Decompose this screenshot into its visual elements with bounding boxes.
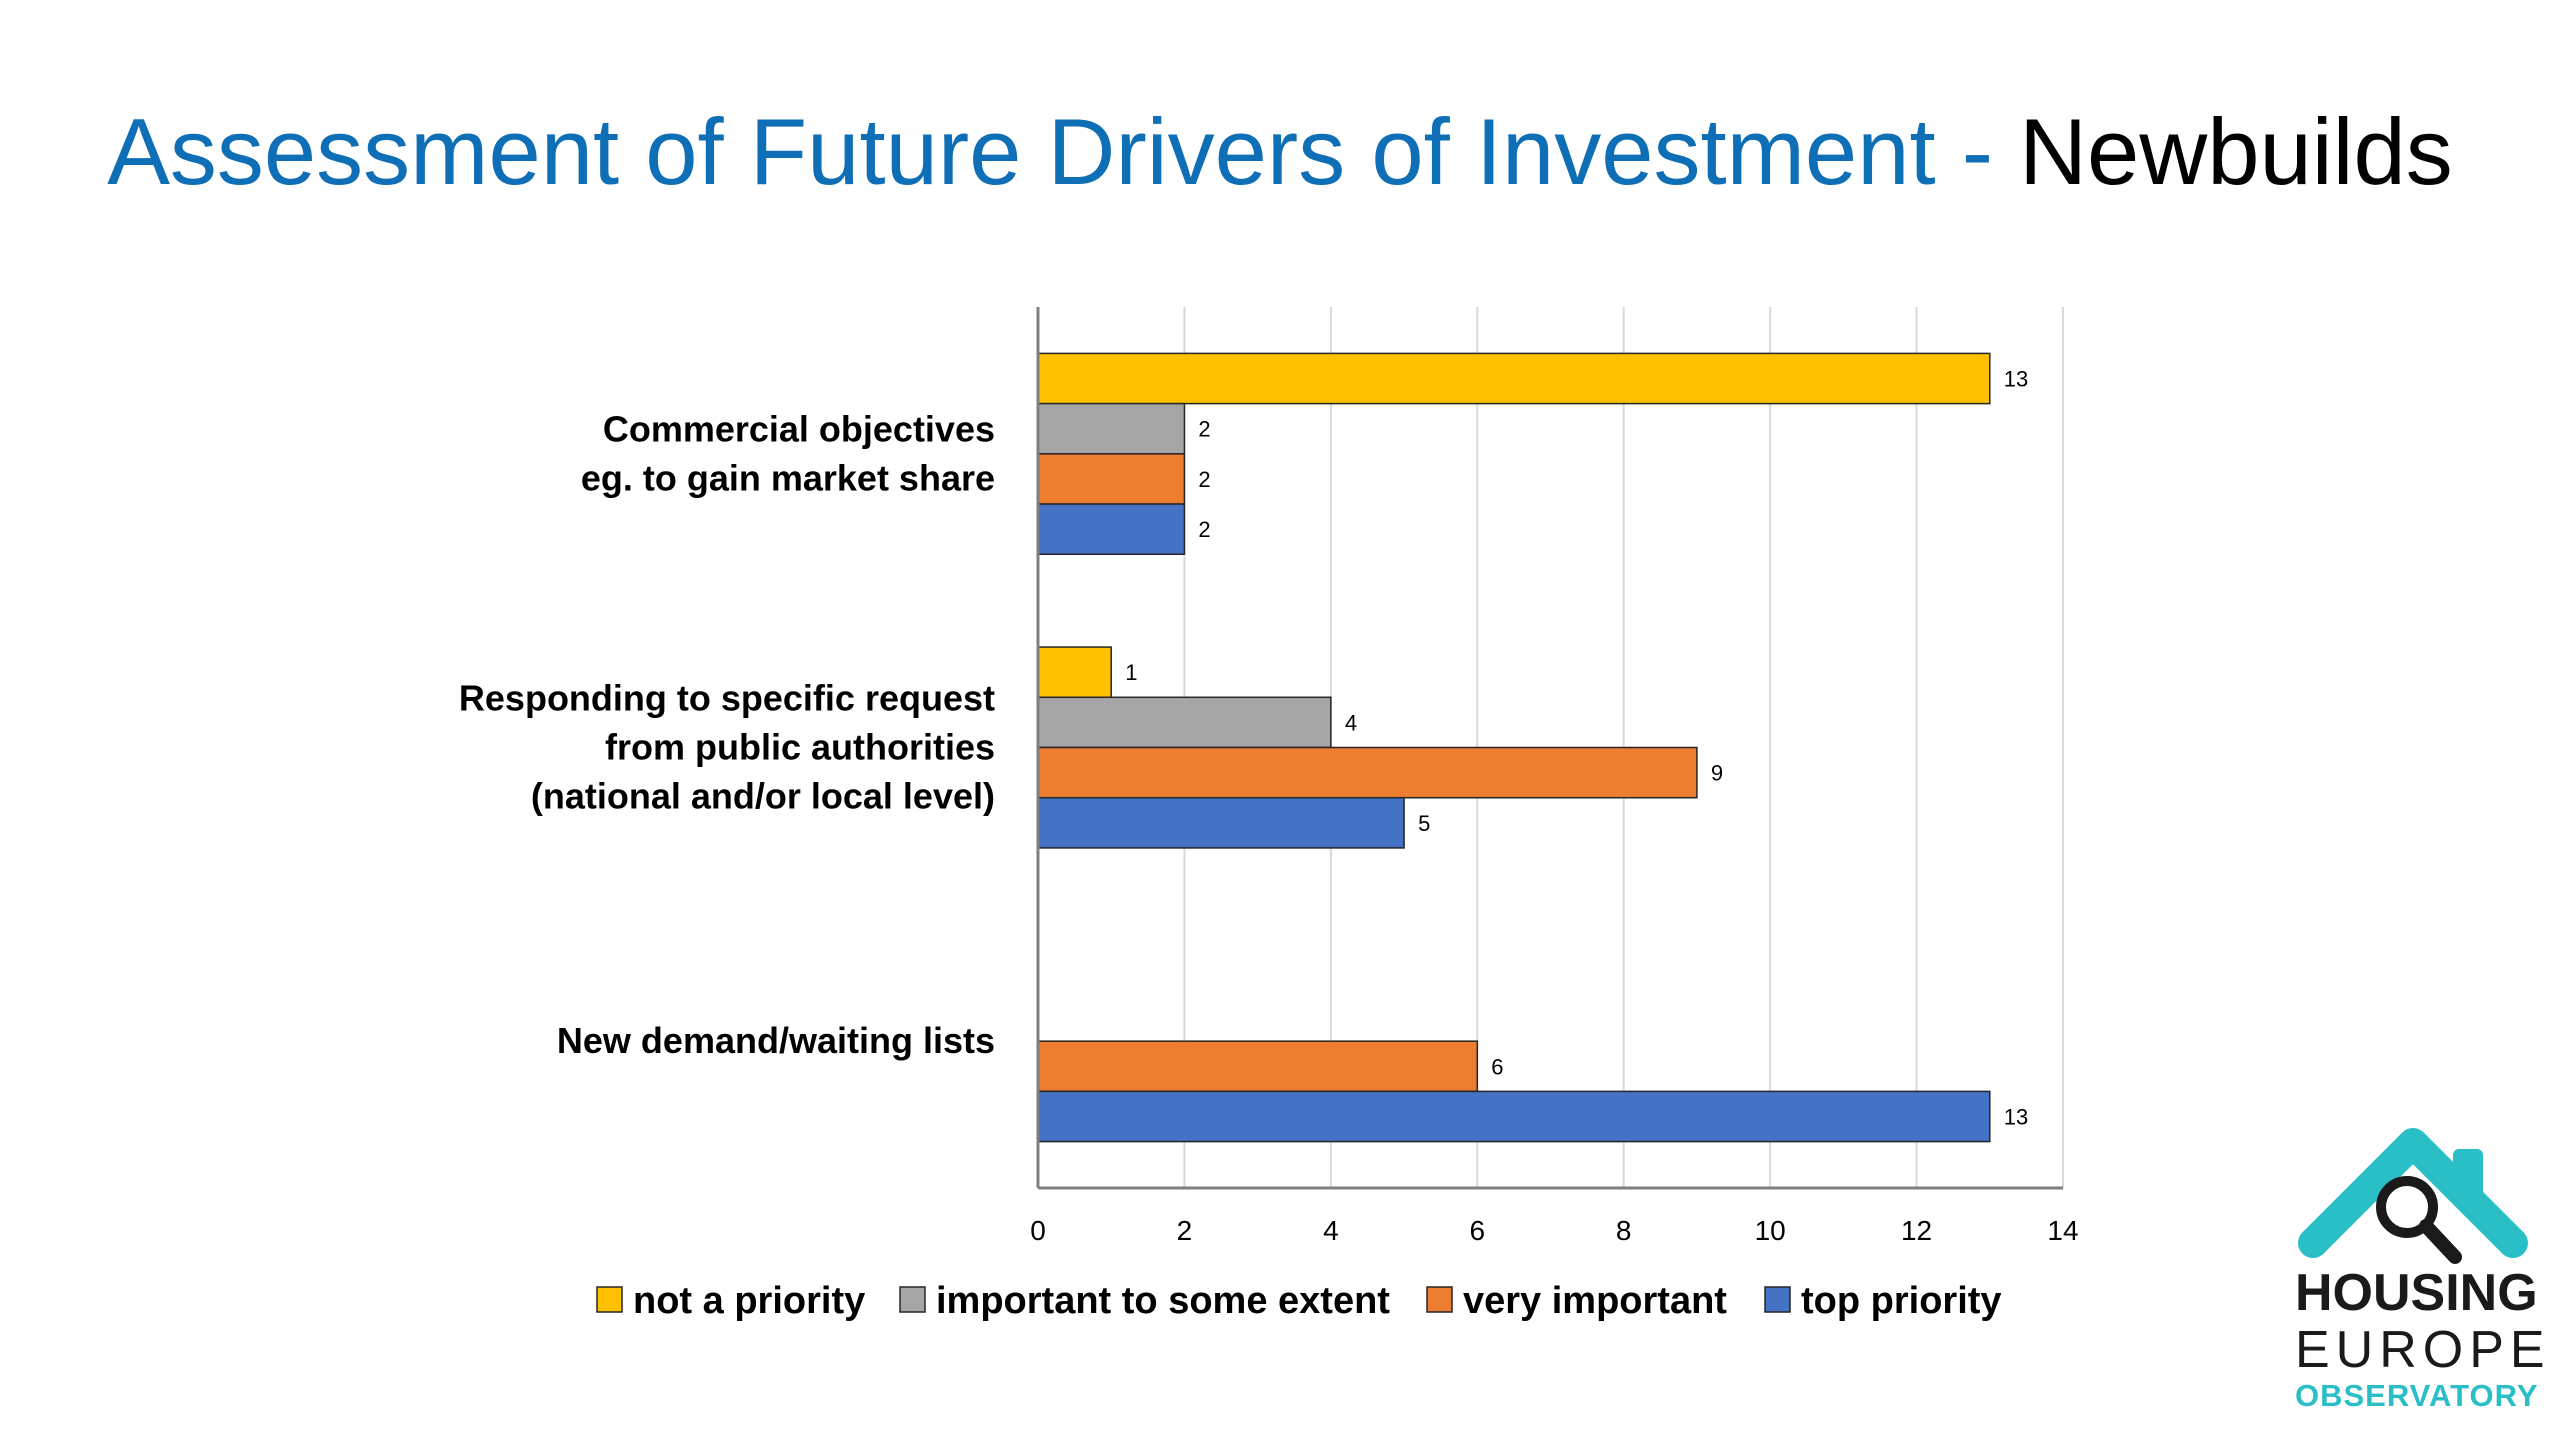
legend-swatch [1426, 1286, 1453, 1313]
category-label-line: (national and/or local level) [531, 776, 995, 817]
x-tick-label: 0 [1030, 1215, 1046, 1246]
bar-2-3 [1037, 1090, 1991, 1143]
labels: 13 2 2 2 Commercial objectives eg. to gain ma… [459, 367, 2028, 1130]
legend-swatch [899, 1286, 926, 1313]
x-tick-label: 4 [1323, 1215, 1339, 1246]
data-label: 6 [1491, 1054, 1503, 1079]
x-tick-label: 6 [1469, 1215, 1485, 1246]
bar-0-2 [1037, 453, 1186, 505]
logo-europe: EUROPE [2295, 1321, 2551, 1380]
bar-0-3 [1037, 503, 1186, 556]
logo-housing: HOUSING [2295, 1264, 2538, 1322]
data-label: 2 [1198, 467, 1210, 492]
slide-title: Assessment of Future Drivers of Investme… [0, 100, 2560, 203]
data-label: 5 [1418, 811, 1430, 836]
bar-1-0 [1037, 646, 1112, 699]
category-label-line: Responding to specific request [459, 678, 995, 719]
legend: not a priority important to some extent ve… [596, 1280, 2002, 1322]
legend-label: not a priority [633, 1280, 865, 1322]
legend-swatch [596, 1286, 623, 1313]
category-label: New demand/waiting lists [557, 1020, 995, 1061]
bar-0-1 [1037, 402, 1186, 455]
bar-0-0 [1037, 352, 1991, 405]
category-label-line: New demand/waiting lists [557, 1020, 995, 1061]
bar-1-3 [1037, 796, 1405, 849]
category-label: Commercial objectives eg. to gain market … [581, 408, 995, 498]
x-tick-label: 2 [1177, 1215, 1193, 1246]
bar-1-1 [1037, 696, 1332, 749]
legend-label: important to some extent [936, 1280, 1390, 1322]
data-label: 13 [2004, 1104, 2028, 1129]
x-tick-label: 14 [2047, 1215, 2078, 1246]
housing-europe-logo: HOUSING EUROPE OBSERVATORY [2295, 1115, 2551, 1414]
category-label-line: from public authorities [605, 727, 995, 768]
logo-observatory: OBSERVATORY [2295, 1378, 2539, 1414]
category-label-line: Commercial objectives [603, 408, 995, 449]
x-tick-label: 12 [1901, 1215, 1932, 1246]
data-label: 4 [1345, 710, 1357, 735]
legend-label: very important [1463, 1280, 1727, 1322]
title-accent: Newbuilds [2019, 99, 2453, 204]
data-label: 2 [1198, 517, 1210, 542]
legend-swatch [1764, 1286, 1791, 1313]
title-main: Assessment of Future Drivers of Investme… [107, 99, 1994, 204]
axes: 0 2 4 6 8 10 12 14 [1030, 307, 2079, 1246]
magnifier-icon [2376, 1176, 2462, 1264]
category-label-line: eg. to gain market share [581, 457, 995, 498]
category-label: Responding to specific request from publi… [459, 678, 995, 817]
legend-label: top priority [1801, 1280, 2002, 1322]
bar-2-2 [1037, 1040, 1479, 1093]
house-icon [2298, 1128, 2528, 1264]
data-label: 13 [2004, 367, 2028, 392]
data-label: 9 [1711, 761, 1723, 786]
bars [1037, 352, 1991, 1143]
data-label: 2 [1198, 417, 1210, 442]
data-label: 1 [1125, 660, 1137, 685]
x-tick-label: 8 [1616, 1215, 1632, 1246]
x-tick-label: 10 [1755, 1215, 1786, 1246]
bar-1-2 [1037, 746, 1698, 799]
